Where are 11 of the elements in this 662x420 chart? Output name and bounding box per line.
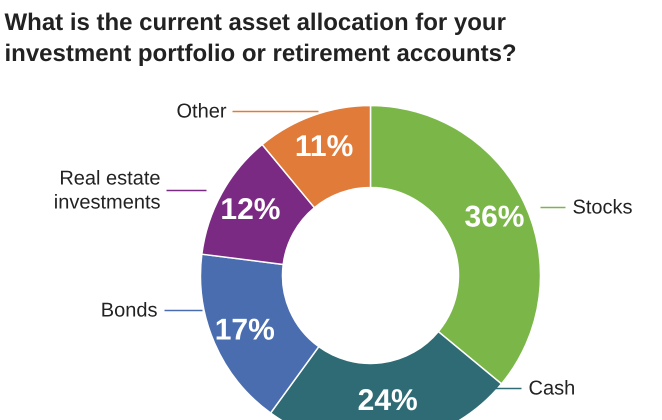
data-label: 11%	[294, 130, 354, 164]
slice-label: Stocks	[572, 196, 633, 218]
slice-label: Cash	[528, 378, 576, 400]
data-label: 12%	[220, 193, 280, 226]
slice-label: Other	[176, 100, 227, 122]
slice-label: Real estate investments	[54, 167, 161, 214]
data-label: 36%	[464, 200, 524, 234]
data-label: 17%	[214, 313, 275, 346]
slice-label: Bonds	[100, 300, 158, 322]
data-label: 24%	[358, 384, 418, 417]
chart-title: What is the current asset allocation for your investment portfolio or retirement accounts?	[4, 9, 517, 67]
